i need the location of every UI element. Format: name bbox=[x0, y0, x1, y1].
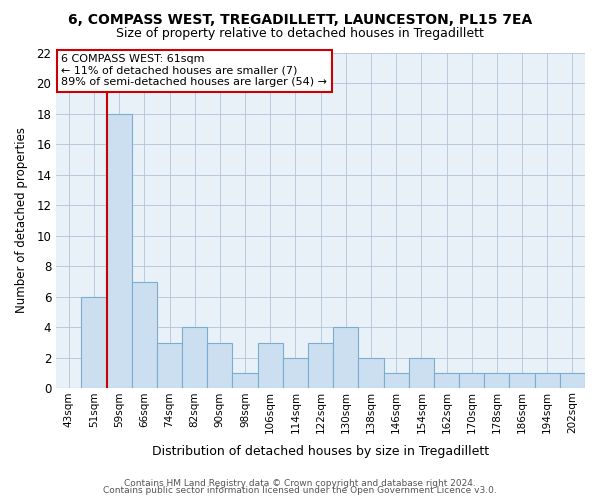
Bar bbox=[82, 297, 107, 388]
Text: Size of property relative to detached houses in Tregadillett: Size of property relative to detached ho… bbox=[116, 28, 484, 40]
Text: 6 COMPASS WEST: 61sqm
← 11% of detached houses are smaller (7)
89% of semi-detac: 6 COMPASS WEST: 61sqm ← 11% of detached … bbox=[61, 54, 328, 88]
Bar bbox=[459, 373, 484, 388]
Bar bbox=[484, 373, 509, 388]
Bar bbox=[232, 373, 257, 388]
Text: 6, COMPASS WEST, TREGADILLETT, LAUNCESTON, PL15 7EA: 6, COMPASS WEST, TREGADILLETT, LAUNCESTO… bbox=[68, 12, 532, 26]
Bar bbox=[560, 373, 585, 388]
Text: Contains HM Land Registry data © Crown copyright and database right 2024.: Contains HM Land Registry data © Crown c… bbox=[124, 478, 476, 488]
Bar bbox=[182, 328, 207, 388]
Bar bbox=[333, 328, 358, 388]
Bar bbox=[308, 342, 333, 388]
Text: Contains public sector information licensed under the Open Government Licence v3: Contains public sector information licen… bbox=[103, 486, 497, 495]
Bar bbox=[383, 373, 409, 388]
Bar bbox=[535, 373, 560, 388]
Bar bbox=[257, 342, 283, 388]
Bar bbox=[509, 373, 535, 388]
Bar bbox=[157, 342, 182, 388]
X-axis label: Distribution of detached houses by size in Tregadillett: Distribution of detached houses by size … bbox=[152, 444, 489, 458]
Bar bbox=[358, 358, 383, 388]
Bar bbox=[434, 373, 459, 388]
Bar bbox=[409, 358, 434, 388]
Y-axis label: Number of detached properties: Number of detached properties bbox=[15, 128, 28, 314]
Bar bbox=[107, 114, 132, 388]
Bar bbox=[132, 282, 157, 389]
Bar bbox=[283, 358, 308, 388]
Bar bbox=[207, 342, 232, 388]
